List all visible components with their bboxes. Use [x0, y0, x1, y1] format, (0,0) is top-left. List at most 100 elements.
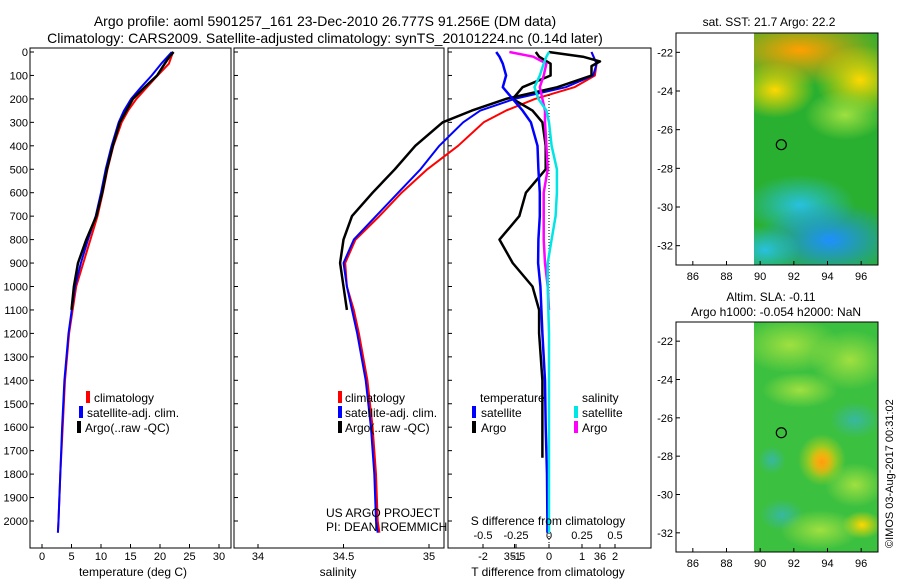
- temperature-legend: climatology satellite-adj. clim. Argo(..…: [77, 391, 179, 435]
- lon-tick-label: 86: [687, 558, 699, 570]
- x-tick-label: 34.5: [333, 551, 354, 563]
- legend-climatology-swatch: [338, 391, 342, 403]
- lat-tick-label: -30: [657, 202, 673, 214]
- lon-tick-label: 96: [855, 558, 867, 570]
- legend-argo-swatch: [77, 421, 81, 433]
- lon-tick-label: 94: [821, 271, 833, 283]
- salinity-series: [338, 50, 602, 533]
- depth-tick-label: 500: [10, 164, 28, 176]
- legend-temperature-argo-label: Argo: [481, 421, 507, 435]
- legend-salinity-argo-swatch: [574, 421, 578, 433]
- legend-climatology-swatch: [86, 391, 90, 403]
- s-tick-label: 0.25: [571, 530, 592, 542]
- legend-temperature-satellite-swatch: [472, 406, 476, 418]
- legend-temperature-argo-swatch: [472, 421, 476, 433]
- depth-tick-label: 900: [10, 258, 28, 270]
- lat-tick-label: -30: [657, 490, 673, 502]
- x-tick-label: 25: [183, 551, 195, 563]
- x-tick-label: -1: [511, 551, 521, 563]
- legend-temperature-satellite-label: satellite: [481, 406, 522, 420]
- temperature-axis-label: temperature (deg C): [79, 565, 187, 579]
- legend-satellite-swatch: [79, 406, 83, 418]
- lon-tick-label: 88: [720, 271, 732, 283]
- depth-tick-label: 1600: [4, 422, 28, 434]
- argo-position-marker: [775, 139, 787, 151]
- difference-x-axis: -2 -1 0 1 2 -0.5 -0.25 0 0.25 0.5: [474, 530, 623, 563]
- argo-position-marker: [775, 427, 787, 439]
- lat-tick-label: -22: [657, 47, 673, 59]
- x-tick-label: 35.5: [504, 551, 525, 563]
- legend-climatology-label: climatology: [94, 391, 154, 405]
- lat-tick-label: -28: [657, 451, 673, 463]
- x-tick-label: -2: [478, 551, 488, 563]
- s-tick-label: -0.25: [503, 530, 528, 542]
- sst-map-title: sat. SST: 21.7 Argo: 22.2: [703, 15, 836, 29]
- lat-tick-label: -26: [657, 125, 673, 137]
- x-tick-label: 34: [252, 551, 264, 563]
- t-difference-axis-label: T difference from climatology: [471, 565, 625, 579]
- lat-tick-label: -28: [657, 163, 673, 175]
- legend-argo-label: Argo(..raw -QC): [345, 421, 430, 435]
- x-tick-label: 10: [95, 551, 107, 563]
- copyright-stamp: ©IMOS 03-Aug-2017 00:31:02: [884, 399, 896, 548]
- x-tick-label: 30: [213, 551, 225, 563]
- legend-salinity-argo-label: Argo: [582, 421, 608, 435]
- lat-tick-label: -26: [657, 413, 673, 425]
- sla-heatmap: [754, 322, 878, 552]
- salinity-x-axis: 34 34.5 35 35.5 36: [252, 544, 606, 563]
- figure-title-line1: Argo profile: aoml 5901257_161 23-Dec-20…: [94, 13, 556, 29]
- legend-satellite-label: satellite-adj. clim.: [87, 406, 179, 420]
- salinity-legend: climatology satellite-adj. clim. Argo(..…: [338, 391, 437, 435]
- satellite-line: [342, 51, 598, 533]
- depth-tick-label: 700: [10, 211, 28, 223]
- legend-argo-label: Argo(..raw -QC): [85, 421, 170, 435]
- salinity-panel-frame: [233, 47, 445, 549]
- depth-tick-label: 1200: [4, 328, 28, 340]
- lat-tick-label: -24: [657, 375, 673, 387]
- argo-line: [70, 51, 175, 311]
- legend-satellite-swatch: [338, 406, 342, 418]
- sst-map-frame: [675, 32, 879, 266]
- depth-tick-label: 0: [22, 47, 28, 59]
- sst-heatmap: [754, 33, 878, 265]
- depth-tick-label: 1700: [4, 446, 28, 458]
- depth-tick-label: 1000: [4, 282, 28, 294]
- s-difference-axis-label: S difference from climatology: [471, 514, 626, 528]
- x-tick-label: 20: [154, 551, 166, 563]
- sst-map-axes: 86 88 90 92 94 96 -22 -24 -26 -28 -30 -32: [657, 47, 867, 283]
- s-tick-label: -0.5: [474, 530, 493, 542]
- lat-tick-label: -32: [657, 528, 673, 540]
- salinity-argo-line: [509, 50, 551, 310]
- s-tick-label: 0.5: [607, 530, 622, 542]
- x-tick-label: 35: [423, 551, 435, 563]
- sla-map-axes: 86 88 90 92 94 96 -22 -24 -26 -28 -30 -32: [657, 336, 867, 570]
- depth-axis: 0 100 200 300 400 500 600 700 800 900 1000 1100 1200…: [4, 47, 452, 528]
- legend-temperature-title: temperature: [480, 391, 545, 405]
- argo-line: [338, 50, 602, 311]
- depth-tick-label: 1500: [4, 399, 28, 411]
- figure-title-line2: Climatology: CARS2009. Satellite-adjuste…: [47, 30, 603, 46]
- legend-satellite-label: satellite-adj. clim.: [345, 406, 437, 420]
- s-tick-label: 0: [546, 530, 552, 542]
- depth-tick-label: 200: [10, 94, 28, 106]
- x-tick-label: 36: [594, 551, 606, 563]
- temperature-x-axis: 0 5 10 15 20 25 30: [39, 544, 225, 563]
- depth-tick-label: 100: [10, 70, 28, 82]
- climatology-line: [344, 51, 598, 533]
- sla-map-title-line1: Altim. SLA: -0.11: [726, 290, 815, 304]
- x-tick-label: 0: [546, 551, 552, 563]
- legend-salinity-satellite-swatch: [574, 406, 578, 418]
- legend-salinity-title: salinity: [582, 391, 619, 405]
- depth-tick-label: 1400: [4, 375, 28, 387]
- sla-map-title-line2: Argo h1000: -0.054 h2000: NaN: [691, 305, 861, 319]
- difference-series: [495, 50, 559, 533]
- depth-tick-label: 800: [10, 235, 28, 247]
- depth-tick-label: 1900: [4, 493, 28, 505]
- salinity-axis-label: salinity: [320, 565, 357, 579]
- pi-annotation: PI: DEAN ROEMMICH: [326, 520, 447, 534]
- lon-tick-label: 90: [754, 558, 766, 570]
- depth-tick-label: 1300: [4, 352, 28, 364]
- depth-tick-label: 2000: [4, 516, 28, 528]
- legend-salinity-satellite-label: satellite: [582, 406, 623, 420]
